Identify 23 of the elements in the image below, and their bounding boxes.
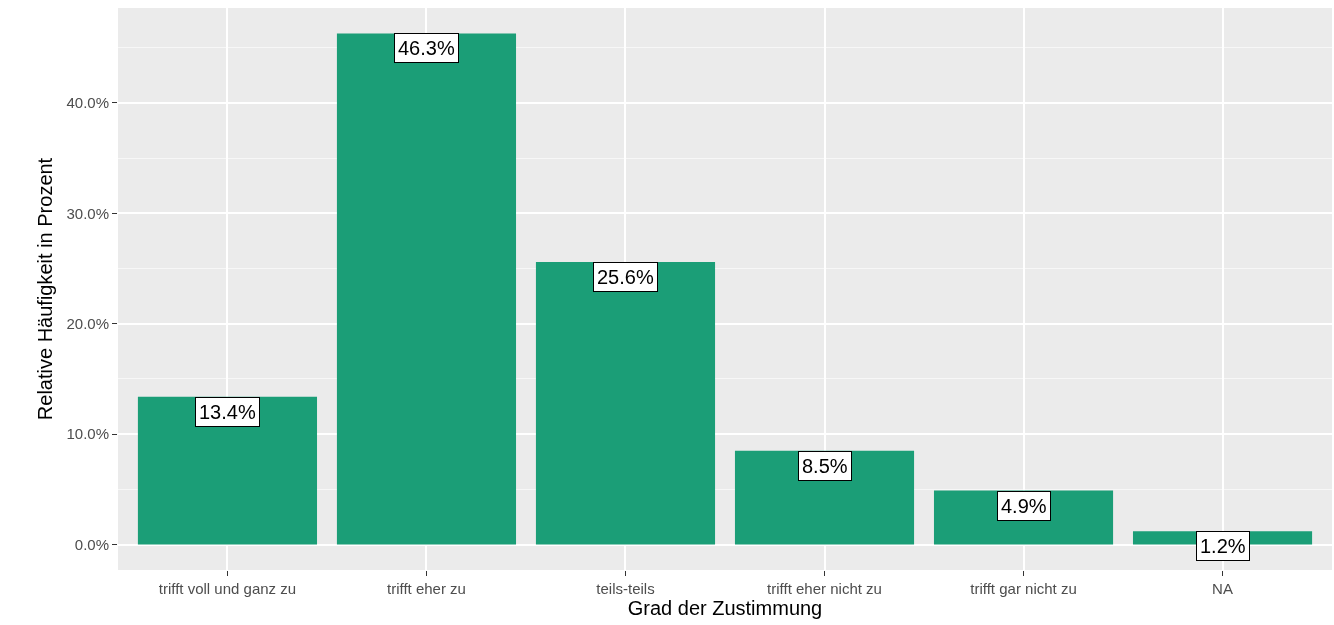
y-axis-title: Relative Häufigkeit in Prozent xyxy=(33,157,56,421)
bar xyxy=(336,33,517,545)
bar xyxy=(535,261,716,545)
bar xyxy=(137,396,318,545)
x-tick-label: teils-teils xyxy=(596,580,655,597)
x-tick-label: NA xyxy=(1212,580,1233,597)
y-tick-label: 20.0% xyxy=(66,315,109,333)
x-tick-label: trifft gar nicht zu xyxy=(970,580,1077,597)
y-tick-label: 10.0% xyxy=(66,425,109,443)
x-tick-label: trifft eher nicht zu xyxy=(767,580,882,597)
x-tick-label: trifft eher zu xyxy=(387,580,466,597)
data-label: 8.5% xyxy=(802,455,848,477)
data-label: 46.3% xyxy=(398,37,455,59)
y-tick-label: 0.0% xyxy=(74,535,109,553)
data-label: 4.9% xyxy=(1001,495,1047,517)
data-label: 1.2% xyxy=(1200,535,1246,557)
data-label: 25.6% xyxy=(597,266,654,288)
y-tick-label: 40.0% xyxy=(66,94,109,112)
x-axis-title: Grad der Zustimmung xyxy=(627,597,823,619)
y-tick-label: 30.0% xyxy=(66,204,109,222)
x-tick-label: trifft voll und ganz zu xyxy=(158,580,297,597)
bar xyxy=(734,450,915,545)
data-label: 13.4% xyxy=(199,401,256,423)
